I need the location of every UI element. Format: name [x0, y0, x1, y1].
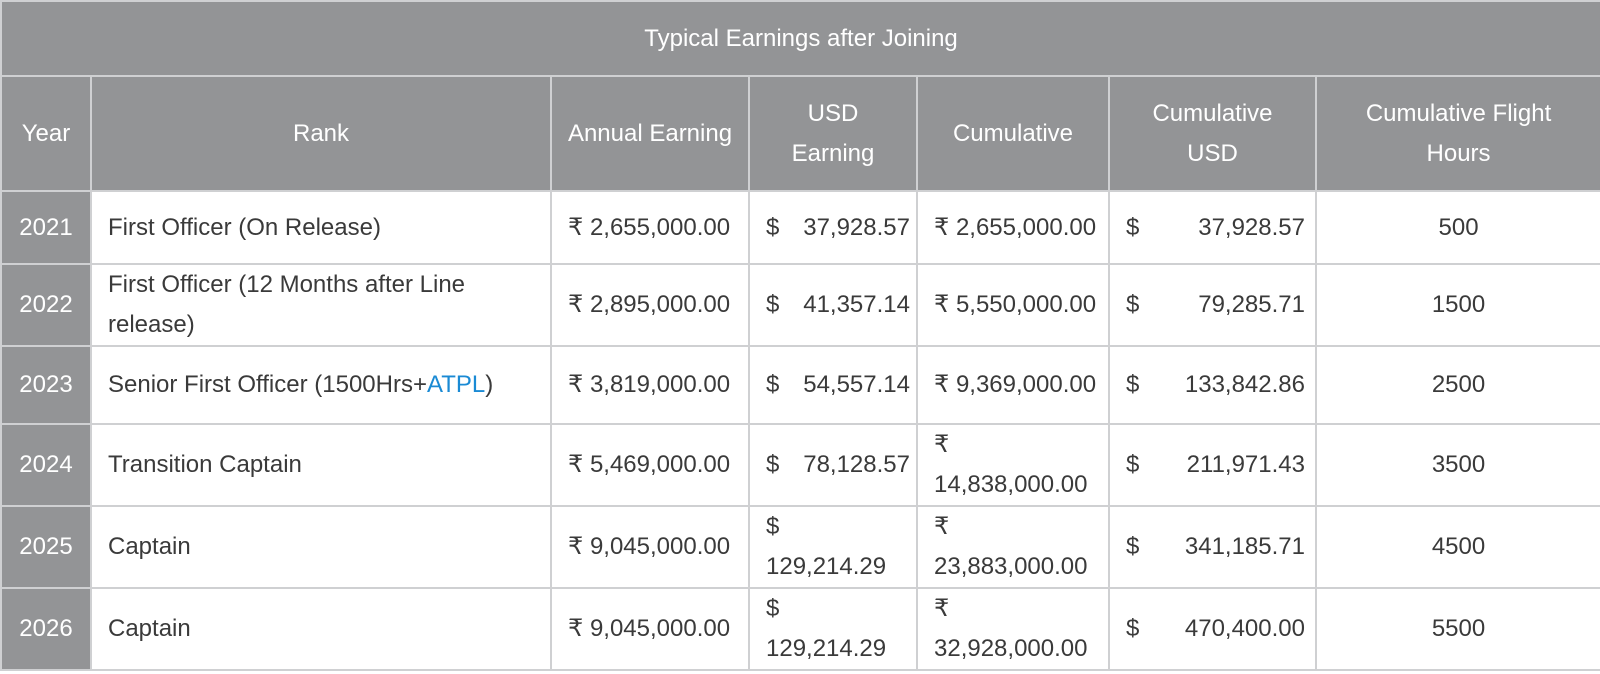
usd-symbol: $ — [766, 291, 780, 318]
year-cell: 2023 — [0, 345, 92, 425]
usd-symbol: $ — [766, 595, 780, 622]
rank-cell: Senior First Officer (1500Hrs+ATPL) — [90, 345, 552, 425]
cumulative-value: 23,883,000.00 — [934, 553, 1088, 580]
table-row: 2025 Captain ₹ 9,045,000.00 $ 129,214.29… — [0, 505, 1600, 589]
rank-text: Senior First Officer (1500Hrs+ — [108, 371, 427, 398]
table-row: 2024 Transition Captain ₹ 5,469,000.00 $… — [0, 423, 1600, 507]
year-cell: 2022 — [0, 263, 92, 347]
annual-earning-cell: ₹ 2,655,000.00 — [550, 190, 750, 265]
cumulative-symbol: ₹ — [934, 595, 950, 622]
rank-cell: First Officer (On Release) — [90, 190, 552, 265]
cum-usd-value: 79,285.71 — [1198, 291, 1305, 318]
flight-hours-cell: 500 — [1314, 190, 1600, 265]
rank-cell: First Officer (12 Months after Line rele… — [90, 263, 552, 347]
header-year: Year — [0, 75, 92, 192]
flight-hours-cell: 5500 — [1314, 587, 1600, 671]
cumulative-symbol: ₹ — [934, 431, 950, 458]
usd-earning-cell: $ 129,214.29 — [748, 505, 918, 589]
header-annual-earning: Annual Earning — [550, 75, 750, 192]
cum-usd-value: 211,971.43 — [1186, 451, 1305, 478]
cum-usd-symbol: $ — [1126, 451, 1140, 478]
usd-value: 129,214.29 — [766, 553, 887, 580]
usd-symbol: $ — [766, 213, 780, 241]
header-row: Year Rank Annual Earning USD Earning Cum… — [0, 75, 1600, 192]
cum-usd-symbol: $ — [1126, 291, 1140, 318]
cum-usd-symbol: $ — [1126, 615, 1140, 642]
usd-earning-cell: $41,357.14 — [748, 263, 918, 347]
cumulative-symbol: ₹ — [934, 513, 950, 540]
flight-hours-cell: 1500 — [1314, 263, 1600, 347]
year-cell: 2025 — [0, 505, 92, 589]
cum-usd-symbol: $ — [1126, 533, 1140, 560]
annual-earning-cell: ₹ 3,819,000.00 — [550, 345, 750, 425]
year-cell: 2026 — [0, 587, 92, 671]
year-cell: 2024 — [0, 423, 92, 507]
cum-usd-value: 341,185.71 — [1184, 533, 1305, 560]
table-caption: Typical Earnings after Joining — [0, 0, 1600, 77]
cumulative-cell: ₹ 5,550,000.00 — [916, 263, 1110, 347]
cumulative-usd-cell: $79,285.71 — [1108, 263, 1317, 347]
cumulative-usd-cell: $470,400.00 — [1108, 587, 1317, 671]
usd-value: 37,928.57 — [803, 213, 910, 241]
header-cumulative-flight-hours: Cumulative Flight Hours — [1314, 75, 1600, 192]
cumulative-usd-cell: $211,971.43 — [1108, 423, 1317, 507]
cum-usd-symbol: $ — [1126, 213, 1140, 241]
cum-usd-symbol: $ — [1126, 371, 1140, 398]
rank-text-suffix: ) — [485, 371, 494, 398]
cumulative-usd-cell: $341,185.71 — [1108, 505, 1317, 589]
usd-earning-cell: $ 129,214.29 — [748, 587, 918, 671]
header-cumulative-usd: Cumulative USD — [1108, 75, 1317, 192]
usd-earning-cell: $78,128.57 — [748, 423, 918, 507]
cumulative-value: 14,838,000.00 — [934, 471, 1088, 498]
cumulative-cell: ₹ 32,928,000.00 — [916, 587, 1110, 671]
usd-value: 41,357.14 — [803, 291, 910, 318]
flight-hours-cell: 4500 — [1314, 505, 1600, 589]
usd-earning-cell: $37,928.57 — [748, 190, 918, 265]
cumulative-cell: ₹ 2,655,000.00 — [916, 190, 1110, 265]
header-cumulative: Cumulative — [916, 75, 1110, 192]
rank-cell: Transition Captain — [90, 423, 552, 507]
atpl-link[interactable]: ATPL — [427, 371, 486, 398]
usd-symbol: $ — [766, 371, 780, 398]
cum-usd-value: 470,400.00 — [1184, 615, 1305, 642]
table-row: 2023 Senior First Officer (1500Hrs+ATPL)… — [0, 345, 1600, 425]
usd-earning-cell: $54,557.14 — [748, 345, 918, 425]
flight-hours-cell: 3500 — [1314, 423, 1600, 507]
table-row: 2022 First Officer (12 Months after Line… — [0, 263, 1600, 347]
cumulative-cell: ₹ 9,369,000.00 — [916, 345, 1110, 425]
cumulative-value: 32,928,000.00 — [934, 635, 1088, 662]
cum-usd-value: 133,842.86 — [1184, 371, 1305, 398]
flight-hours-cell: 2500 — [1314, 345, 1600, 425]
header-usd-earning: USD Earning — [748, 75, 918, 192]
table-row: 2026 Captain ₹ 9,045,000.00 $ 129,214.29… — [0, 587, 1600, 671]
table-row: 2021 First Officer (On Release) ₹ 2,655,… — [0, 190, 1600, 265]
header-rank: Rank — [90, 75, 552, 192]
annual-earning-cell: ₹ 5,469,000.00 — [550, 423, 750, 507]
usd-value: 129,214.29 — [766, 635, 887, 662]
rank-cell: Captain — [90, 587, 552, 671]
cumulative-cell: ₹ 23,883,000.00 — [916, 505, 1110, 589]
cumulative-usd-cell: $133,842.86 — [1108, 345, 1317, 425]
usd-value: 54,557.14 — [803, 371, 910, 398]
rank-cell: Captain — [90, 505, 552, 589]
annual-earning-cell: ₹ 9,045,000.00 — [550, 505, 750, 589]
year-cell: 2021 — [0, 190, 92, 265]
usd-symbol: $ — [766, 513, 780, 540]
annual-earning-cell: ₹ 2,895,000.00 — [550, 263, 750, 347]
usd-symbol: $ — [766, 451, 780, 478]
cumulative-cell: ₹ 14,838,000.00 — [916, 423, 1110, 507]
cum-usd-value: 37,928.57 — [1198, 213, 1305, 241]
usd-value: 78,128.57 — [803, 451, 910, 478]
cumulative-usd-cell: $37,928.57 — [1108, 190, 1317, 265]
annual-earning-cell: ₹ 9,045,000.00 — [550, 587, 750, 671]
